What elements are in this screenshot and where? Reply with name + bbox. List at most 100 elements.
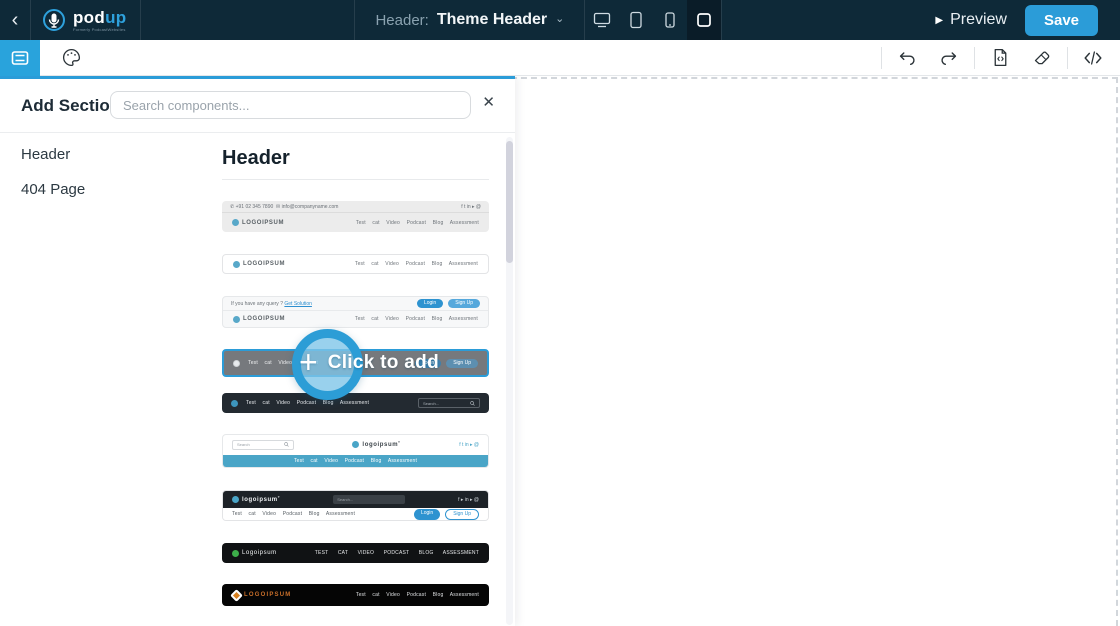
- back-button[interactable]: ‹: [0, 0, 30, 40]
- header-template-black-green[interactable]: Logoipsum TEST CAT VIDEO PODCAST BLOG AS…: [222, 543, 489, 563]
- divider: [354, 0, 356, 40]
- component-preview-list: Header ✆ +91 02 345 7890 ✉ info@companyn…: [222, 134, 489, 606]
- divider: [30, 0, 31, 40]
- signup-pill: Sign Up: [446, 358, 478, 368]
- divider: [222, 179, 489, 180]
- redo-button[interactable]: [932, 40, 966, 76]
- header-template-announcement-auth[interactable]: If you have any query ? Get Solution Log…: [222, 296, 489, 328]
- document-code-icon: [994, 48, 1006, 67]
- close-icon: ✕: [482, 94, 495, 111]
- category-item-404-page[interactable]: 404 Page: [21, 181, 86, 198]
- login-pill: Login: [413, 508, 441, 520]
- desktop-view-button[interactable]: [585, 0, 619, 40]
- header-template-dark-top-auth[interactable]: logoipsum˚ Search... f ▸ in ▸ @ Test cat…: [222, 490, 489, 521]
- device-preview-group: [585, 0, 722, 40]
- preview-label: Preview: [950, 11, 1007, 28]
- header-template-simple[interactable]: LOGOIPSUM Test cat Video Podcast Blog As…: [222, 254, 489, 274]
- chevron-down-icon: ⌄: [555, 13, 565, 25]
- mobile-view-button[interactable]: [653, 0, 687, 40]
- fullscreen-icon: [697, 13, 712, 27]
- logoipsum-logo: LOGOIPSUM: [230, 588, 291, 602]
- nav-links: Test cat Video Podcast Blog Assessment: [355, 219, 479, 226]
- save-button[interactable]: Save: [1024, 4, 1099, 36]
- monitor-icon: [594, 12, 611, 28]
- category-item-header[interactable]: Header: [21, 146, 71, 163]
- add-section-panel: Add Section ✕ Header 404 Page Header ✆ +…: [0, 76, 515, 626]
- undo-button[interactable]: [890, 40, 924, 76]
- click-to-add-cursor-circle: [292, 329, 363, 400]
- search-box: Search...: [333, 495, 406, 504]
- undo-icon: [899, 51, 915, 65]
- logo-icon: [233, 359, 240, 367]
- logoipsum-logo: LOGOIPSUM: [233, 260, 285, 268]
- nav-links: Test cat Video Podcast Blog Assessment: [354, 316, 478, 322]
- logoipsum-logo: LOGOIPSUM: [233, 315, 285, 323]
- eraser-icon: [1034, 51, 1049, 65]
- divider: [974, 46, 975, 69]
- divider: [881, 46, 882, 69]
- custom-code-button[interactable]: [1076, 40, 1110, 76]
- header-select-value: Theme Header: [436, 11, 548, 28]
- magnifier-icon: [284, 442, 289, 448]
- preview-button[interactable]: ▶ Preview: [935, 11, 1007, 29]
- nav-links: Test cat Video Podcast Blog Assessment: [354, 261, 478, 267]
- layout-sections-icon: [11, 50, 29, 65]
- fullwidth-view-button[interactable]: [687, 0, 722, 40]
- header-template-select[interactable]: Header: Theme Header ⌄: [355, 0, 584, 40]
- social-icons: f t in ▸ @: [461, 203, 481, 210]
- sections-tool-button[interactable]: [0, 39, 40, 76]
- nav-links: Test cat Video Podcast Blog Assessment: [355, 592, 479, 598]
- logo-icon: [231, 399, 238, 407]
- play-icon: ▶: [935, 14, 944, 26]
- clear-canvas-button[interactable]: [1025, 40, 1059, 76]
- theme-style-button[interactable]: [54, 40, 88, 76]
- back-chevron-icon: ‹: [11, 8, 19, 31]
- header-select-label: Header:: [375, 11, 429, 29]
- divider: [584, 0, 586, 40]
- search-box: Search...: [418, 398, 480, 408]
- code-icon: [1084, 50, 1102, 65]
- announcement-text: If you have any query ? Get Solution: [231, 300, 312, 307]
- palette-icon: [62, 48, 80, 67]
- nav-links: Test cat Video Podcast Blog Assessment: [232, 511, 356, 517]
- announcement-link: Get Solution: [284, 300, 312, 307]
- editor-toolbar: [0, 39, 1120, 76]
- nav-links: TEST CAT VIDEO PODCAST BLOG ASSESSMENT: [314, 550, 479, 556]
- logo-wordmark: podup: [73, 7, 127, 27]
- panel-header: Add Section ✕: [0, 79, 515, 133]
- divider: [1067, 46, 1068, 69]
- divider: [140, 0, 142, 40]
- logoipsum-logo: logoipsum˚: [352, 441, 400, 449]
- app-logo: podup Formerly PodcastWebsites: [31, 7, 140, 33]
- component-category-list: Header 404 Page: [0, 134, 210, 204]
- divider: [721, 0, 723, 40]
- social-icons: f t in ▸ @: [459, 441, 479, 448]
- panel-scrollbar-thumb[interactable]: [506, 141, 513, 263]
- panel-title: Add Section: [21, 96, 121, 115]
- magnifier-icon: [470, 400, 475, 406]
- contact-info: ✆ +91 02 345 7890 ✉ info@companyname.com: [230, 203, 339, 210]
- header-template-contact-topbar[interactable]: ✆ +91 02 345 7890 ✉ info@companyname.com…: [222, 201, 489, 232]
- tablet-view-button[interactable]: [619, 0, 653, 40]
- logoipsum-logo: LOGOIPSUM: [232, 219, 284, 226]
- section-heading: Header: [222, 147, 290, 169]
- header-template-black-orange[interactable]: LOGOIPSUM Test cat Video Podcast Blog As…: [222, 584, 489, 606]
- nav-links: Test cat Video Podcast Blog Assessment: [293, 457, 418, 464]
- podup-mic-icon: [41, 7, 67, 33]
- nav-links: Test cat Video Podcast Blog Assessment: [246, 400, 370, 406]
- header-template-center-logo-teal-nav[interactable]: Search logoipsum˚ f t in ▸ @ Test cat Vi…: [222, 434, 489, 468]
- header-template-dark-search[interactable]: Test cat Video Podcast Blog Assessment S…: [222, 393, 489, 413]
- close-panel-button[interactable]: ✕: [482, 93, 495, 111]
- search-box: Search: [232, 439, 294, 450]
- logoipsum-logo: Logoipsum: [232, 549, 277, 557]
- nav-links: Test cat Video Podcast: [248, 360, 319, 366]
- page-code-button[interactable]: [983, 40, 1017, 76]
- components-search-input[interactable]: [110, 91, 471, 119]
- panel-scrollbar-track: [506, 137, 513, 625]
- signup-pill: Sign Up: [445, 508, 479, 520]
- mobile-icon: [665, 12, 675, 28]
- redo-icon: [941, 51, 957, 65]
- tablet-icon: [630, 11, 642, 29]
- logo-tagline: Formerly PodcastWebsites: [73, 26, 126, 32]
- social-icons: f ▸ in ▸ @: [458, 496, 479, 503]
